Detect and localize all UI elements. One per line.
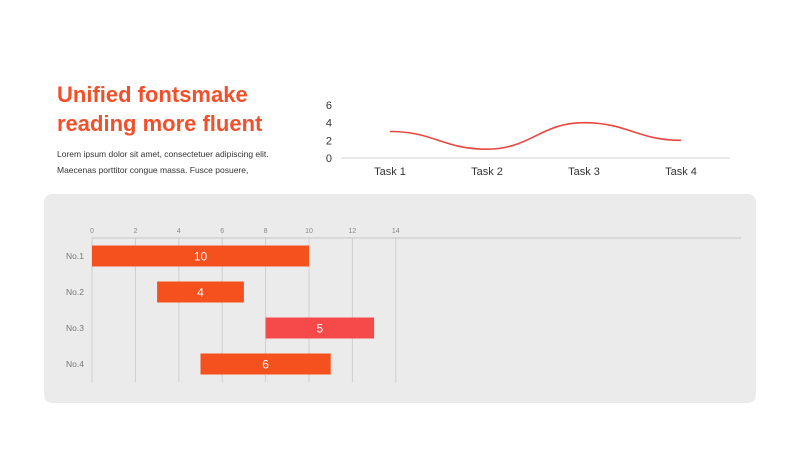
body-text: Lorem ipsum dolor sit amet, consectetuer… [57, 146, 327, 178]
gantt-x-tick-label: 8 [264, 228, 268, 235]
gantt-bar-chart: 0 2 4 6 8 10 12 14 No.1 No.2 No.3 No.4 10 4 5 6 [66, 228, 741, 382]
line-x-tick-label: Task 1 [374, 166, 406, 178]
gantt-bar [92, 245, 309, 267]
line-chart-y-axis: 0 2 4 6 [326, 100, 332, 165]
gantt-bar-value-label: 4 [197, 286, 204, 300]
gantt-category-label: No.4 [66, 359, 84, 369]
line-x-tick-label: Task 4 [665, 166, 697, 178]
gantt-data-labels: 10 4 5 6 [194, 250, 324, 372]
headline: Unified fontsmake reading more fluent [57, 80, 307, 138]
line-x-tick-label: Task 2 [471, 166, 503, 178]
gantt-category-label: No.2 [66, 287, 84, 297]
gantt-x-tick-label: 12 [349, 228, 357, 235]
gantt-x-tick-label: 6 [220, 228, 224, 235]
line-x-tick-label: Task 3 [568, 166, 600, 178]
gantt-bars [92, 245, 375, 375]
line-y-tick-label: 0 [326, 153, 332, 165]
gantt-x-tick-label: 10 [305, 228, 313, 235]
headline-line-2: reading more fluent [57, 111, 263, 136]
line-y-tick-label: 6 [326, 100, 332, 112]
task-line-chart: 0 2 4 6 Task 1 Task 2 Task 3 Task 4 [326, 100, 730, 178]
gantt-bar [157, 281, 244, 303]
line-chart-x-labels: Task 1 Task 2 Task 3 Task 4 [374, 166, 697, 178]
line-y-tick-label: 4 [326, 118, 332, 130]
gantt-bar-value-label: 5 [317, 322, 324, 336]
gantt-category-label: No.1 [66, 251, 84, 261]
gantt-bar-value-label: 10 [194, 250, 208, 264]
body-text-line-2: Maecenas porttitor congue massa. Fusce p… [57, 165, 249, 175]
gantt-bar-value-label: 6 [262, 358, 269, 372]
gantt-x-tick-labels: 0 2 4 6 8 10 12 14 [90, 228, 400, 235]
gantt-category-labels: No.1 No.2 No.3 No.4 [66, 251, 84, 369]
gantt-category-label: No.3 [66, 323, 84, 333]
body-text-line-1: Lorem ipsum dolor sit amet, consectetuer… [57, 149, 269, 159]
headline-line-1: Unified fontsmake [57, 82, 248, 107]
line-chart-series-line [389, 121, 682, 150]
gantt-bar [200, 353, 331, 375]
gantt-x-tick-label: 4 [177, 228, 181, 235]
gantt-bar [265, 317, 375, 339]
gantt-x-tick-label: 14 [392, 228, 400, 235]
gantt-x-tick-label: 0 [90, 228, 94, 235]
line-y-tick-label: 2 [326, 135, 332, 147]
gantt-x-tick-label: 2 [133, 228, 137, 235]
